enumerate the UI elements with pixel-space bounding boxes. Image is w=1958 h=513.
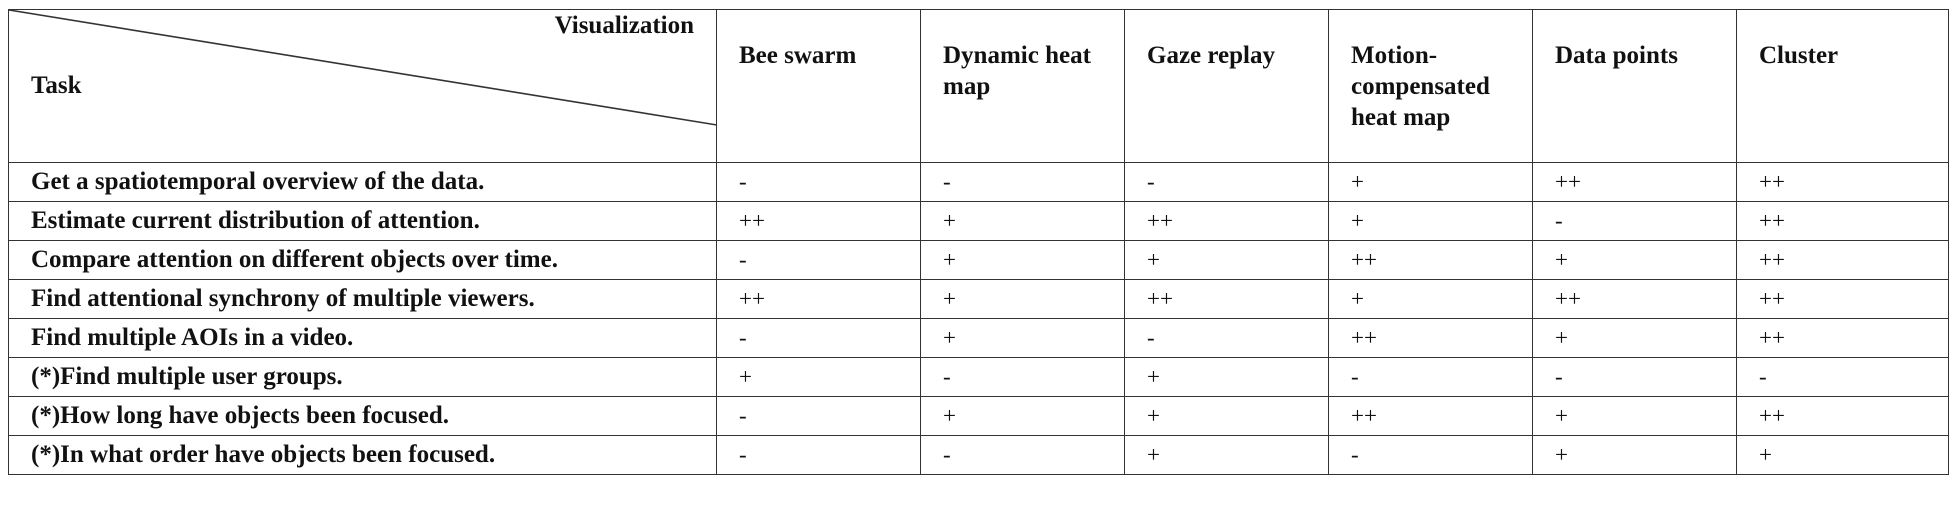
rating-cell-bee: ++ <box>716 201 921 241</box>
diagonal-line <box>9 10 717 126</box>
rating-cell-dyn: + <box>920 318 1125 358</box>
rating-cell-dyn: - <box>920 357 1125 397</box>
rating-cell-gaze: + <box>1124 435 1329 475</box>
rating-cell-bee: - <box>716 162 921 202</box>
rating-cell-gaze: ++ <box>1124 201 1329 241</box>
rating-cell-bee: - <box>716 396 921 436</box>
rating-cell-cluster: ++ <box>1736 279 1949 319</box>
rating-cell-dyn: + <box>920 240 1125 280</box>
task-cell: (*)In what order have objects been focus… <box>8 435 717 475</box>
rating-cell-gaze: + <box>1124 240 1329 280</box>
rating-cell-cluster: - <box>1736 357 1949 397</box>
task-cell: Get a spatiotemporal overview of the dat… <box>8 162 717 202</box>
table-row: Find attentional synchrony of multiple v… <box>8 279 1949 319</box>
rating-cell-points: + <box>1532 435 1737 475</box>
rating-cell-motion: + <box>1328 201 1533 241</box>
rating-cell-cluster: + <box>1736 435 1949 475</box>
col-header-bee-swarm: Bee swarm <box>716 9 921 163</box>
rating-cell-bee: ++ <box>716 279 921 319</box>
rating-cell-gaze: ++ <box>1124 279 1329 319</box>
table-row: Get a spatiotemporal overview of the dat… <box>8 162 1949 202</box>
rating-cell-points: ++ <box>1532 279 1737 319</box>
table-row: (*)Find multiple user groups. + - + - - - <box>8 357 1949 397</box>
task-cell: Find multiple AOIs in a video. <box>8 318 717 358</box>
rating-cell-dyn: - <box>920 435 1125 475</box>
rating-cell-bee: - <box>716 318 921 358</box>
rating-cell-cluster: ++ <box>1736 162 1949 202</box>
table-row: Compare attention on different objects o… <box>8 240 1949 280</box>
task-cell: (*)How long have objects been focused. <box>8 396 717 436</box>
rating-cell-motion: + <box>1328 279 1533 319</box>
rating-cell-dyn: + <box>920 279 1125 319</box>
rating-cell-motion: - <box>1328 357 1533 397</box>
rating-cell-points: - <box>1532 357 1737 397</box>
rating-cell-motion: ++ <box>1328 318 1533 358</box>
rating-cell-cluster: ++ <box>1736 318 1949 358</box>
corner-visualization-label: Visualization <box>554 12 694 39</box>
rating-cell-bee: - <box>716 435 921 475</box>
rating-cell-dyn: + <box>920 201 1125 241</box>
task-cell: Estimate current distribution of attenti… <box>8 201 717 241</box>
rating-cell-dyn: - <box>920 162 1125 202</box>
col-header-cluster: Cluster <box>1736 9 1949 163</box>
corner-task-label: Task <box>31 72 82 99</box>
rating-cell-dyn: + <box>920 396 1125 436</box>
rating-cell-points: - <box>1532 201 1737 241</box>
rating-cell-points: ++ <box>1532 162 1737 202</box>
task-cell: Compare attention on different objects o… <box>8 240 717 280</box>
col-header-gaze-replay: Gaze replay <box>1124 9 1329 163</box>
rating-cell-motion: ++ <box>1328 240 1533 280</box>
rating-cell-cluster: ++ <box>1736 240 1949 280</box>
task-cell: Find attentional synchrony of multiple v… <box>8 279 717 319</box>
col-header-motion-compensated-heat-map: Motion-compensated heat map <box>1328 9 1533 163</box>
rating-cell-bee: + <box>716 357 921 397</box>
rating-cell-gaze: - <box>1124 318 1329 358</box>
rating-cell-points: + <box>1532 240 1737 280</box>
col-header-dynamic-heat-map: Dynamic heat map <box>920 9 1125 163</box>
rating-cell-motion: + <box>1328 162 1533 202</box>
corner-cell: Visualization Task <box>8 9 717 163</box>
table-row: (*)How long have objects been focused. - +… <box>8 396 1949 436</box>
rating-cell-gaze: + <box>1124 357 1329 397</box>
rating-cell-motion: ++ <box>1328 396 1533 436</box>
table-row: (*)In what order have objects been focus… <box>8 435 1949 475</box>
rating-cell-gaze: - <box>1124 162 1329 202</box>
rating-cell-bee: - <box>716 240 921 280</box>
rating-cell-gaze: + <box>1124 396 1329 436</box>
table-row: Find multiple AOIs in a video. - + - ++ + ++ <box>8 318 1949 358</box>
header-row: Visualization Task Bee swarm Dynamic hea… <box>8 9 1949 163</box>
rating-cell-cluster: ++ <box>1736 201 1949 241</box>
rating-cell-motion: - <box>1328 435 1533 475</box>
rating-cell-points: + <box>1532 318 1737 358</box>
rating-cell-points: + <box>1532 396 1737 436</box>
comparison-table: Visualization Task Bee swarm Dynamic hea… <box>8 9 1949 475</box>
col-header-data-points: Data points <box>1532 9 1737 163</box>
table-row: Estimate current distribution of attenti… <box>8 201 1949 241</box>
rating-cell-cluster: ++ <box>1736 396 1949 436</box>
task-cell: (*)Find multiple user groups. <box>8 357 717 397</box>
